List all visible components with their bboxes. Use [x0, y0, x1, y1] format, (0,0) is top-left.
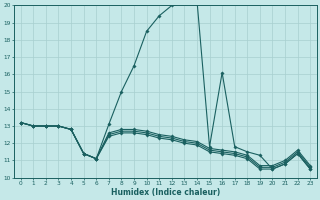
X-axis label: Humidex (Indice chaleur): Humidex (Indice chaleur)	[111, 188, 220, 197]
